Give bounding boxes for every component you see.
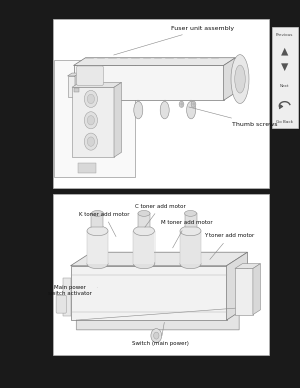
Ellipse shape <box>87 226 108 236</box>
Text: Thumb screws: Thumb screws <box>189 107 277 126</box>
Polygon shape <box>235 268 253 315</box>
Bar <box>54 60 135 177</box>
Text: Main power
switch activator: Main power switch activator <box>48 285 97 296</box>
Ellipse shape <box>87 259 108 268</box>
Circle shape <box>84 112 98 129</box>
Text: K toner add motor: K toner add motor <box>79 211 130 237</box>
FancyBboxPatch shape <box>76 66 103 85</box>
Circle shape <box>87 137 94 146</box>
Ellipse shape <box>235 65 245 93</box>
Polygon shape <box>226 252 248 320</box>
Ellipse shape <box>180 226 201 236</box>
Text: Fuser unit assembly: Fuser unit assembly <box>114 26 234 55</box>
Circle shape <box>84 90 98 107</box>
Circle shape <box>191 101 196 107</box>
Bar <box>74 88 79 92</box>
Polygon shape <box>253 264 260 315</box>
Circle shape <box>87 94 94 104</box>
Circle shape <box>154 332 159 339</box>
Polygon shape <box>72 87 114 157</box>
Polygon shape <box>72 83 122 87</box>
Polygon shape <box>114 83 122 157</box>
Ellipse shape <box>138 210 150 217</box>
Ellipse shape <box>81 101 90 119</box>
Polygon shape <box>74 58 236 66</box>
Bar <box>52 19 268 188</box>
Text: M toner add motor: M toner add motor <box>160 220 212 248</box>
Circle shape <box>87 116 94 125</box>
Circle shape <box>151 329 162 343</box>
Ellipse shape <box>92 210 104 217</box>
Polygon shape <box>224 58 236 100</box>
Polygon shape <box>70 266 226 320</box>
Bar <box>180 231 201 264</box>
Polygon shape <box>76 308 239 330</box>
Ellipse shape <box>160 101 169 119</box>
Bar <box>87 231 108 264</box>
Polygon shape <box>70 252 248 266</box>
Bar <box>92 213 104 227</box>
FancyBboxPatch shape <box>56 295 66 313</box>
Circle shape <box>84 133 98 150</box>
Ellipse shape <box>187 101 196 119</box>
Text: Next: Next <box>280 84 290 88</box>
Text: Go Back: Go Back <box>276 120 293 124</box>
Text: Y toner add motor: Y toner add motor <box>205 233 255 260</box>
Bar <box>52 194 268 355</box>
Text: Switch (main power): Switch (main power) <box>132 322 189 346</box>
Polygon shape <box>74 66 224 100</box>
Ellipse shape <box>231 55 249 104</box>
Polygon shape <box>281 48 288 55</box>
Bar <box>138 213 150 227</box>
Polygon shape <box>281 63 288 71</box>
Text: Previous: Previous <box>276 33 293 37</box>
Ellipse shape <box>184 210 196 217</box>
Ellipse shape <box>134 259 154 268</box>
Bar <box>184 213 196 227</box>
Bar <box>134 231 154 264</box>
Bar <box>78 163 96 173</box>
Polygon shape <box>75 73 80 97</box>
FancyBboxPatch shape <box>272 27 298 128</box>
Polygon shape <box>68 76 75 97</box>
Polygon shape <box>68 73 80 76</box>
Ellipse shape <box>180 259 201 268</box>
Text: C toner add motor: C toner add motor <box>135 204 186 227</box>
Ellipse shape <box>134 226 154 236</box>
Ellipse shape <box>134 101 143 119</box>
Ellipse shape <box>107 101 116 119</box>
Bar <box>63 278 70 316</box>
Polygon shape <box>235 264 260 268</box>
Circle shape <box>179 101 184 107</box>
